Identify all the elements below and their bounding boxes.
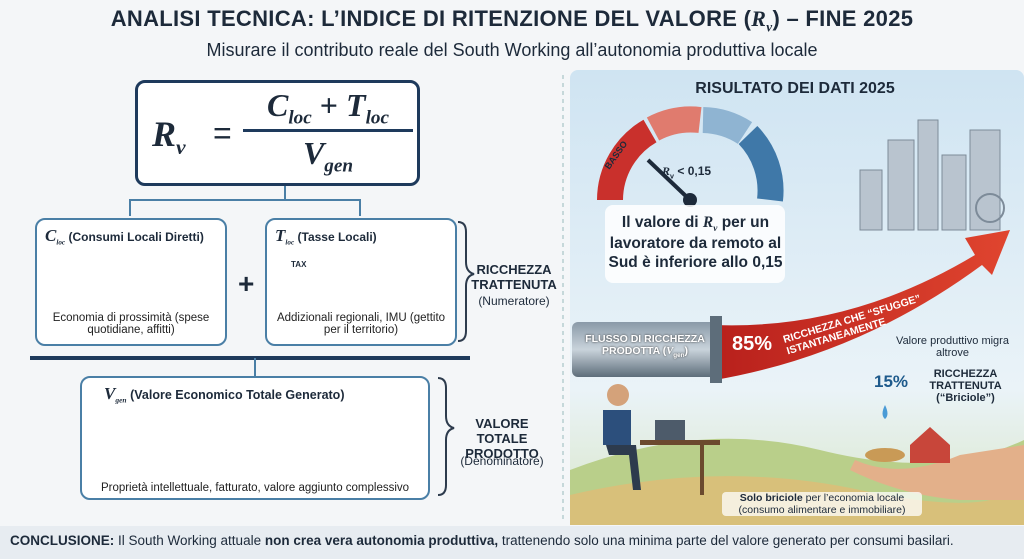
title-text: ) – FINE 2025 xyxy=(772,6,914,31)
formula-numerator: Cloc + Tloc xyxy=(243,87,413,133)
title-symbol-sub: v xyxy=(766,19,773,35)
crumbs-note: Solo briciole per l’economia locale (con… xyxy=(722,492,922,516)
symbol-sub: v xyxy=(670,171,675,181)
symbol-sub: gen xyxy=(673,352,685,360)
symbol: R xyxy=(702,214,714,231)
box-title: (Consumi Locali Diretti) xyxy=(68,230,204,244)
cloc-box: Cloc (Consumi Locali Diretti) Sold Econo… xyxy=(35,218,227,346)
conclusion-label: CONCLUSIONE: xyxy=(10,533,115,548)
formula-symbol: R xyxy=(152,114,177,154)
title-symbol: R xyxy=(751,6,767,31)
symbol: C xyxy=(45,226,57,245)
plus-sign: + xyxy=(238,268,255,299)
formula-sub: v xyxy=(176,135,186,160)
formula-sub: loc xyxy=(288,107,312,129)
crumbs-text: per l’economia locale (consumo alimentar… xyxy=(738,492,906,516)
symbol: T xyxy=(275,226,286,245)
formula-box: Rv = Cloc + Tloc Vgen xyxy=(135,80,420,186)
box-description: Economia di prossimità (spese quotidiane… xyxy=(52,312,210,336)
statement-text: per un lavoratore da remoto al Sud è inf… xyxy=(608,214,783,271)
symbol: V xyxy=(666,346,674,357)
formula-equals: = xyxy=(213,115,232,151)
crumbs-bold: Solo briciole xyxy=(739,492,803,504)
tloc-title: Tloc (Tasse Locali) xyxy=(275,226,377,246)
pipe-text: FLUSSO DI RICCHEZZA PRODOTTA ( xyxy=(585,333,705,357)
retained-label: RICCHEZZA TRATTENUTA (“Briciole”) xyxy=(929,368,1002,404)
formula-sub: gen xyxy=(324,155,354,177)
denominator-note: (Denominatore) xyxy=(460,454,544,468)
conclusion: CONCLUSIONE: Il South Working attuale no… xyxy=(10,533,1020,548)
denominator-label: VALORE TOTALE PRODOTTO xyxy=(465,416,539,461)
conclusion-text: Il South Working attuale xyxy=(114,533,265,548)
box-description: Proprietà intellettuale, fatturato, valo… xyxy=(100,482,410,494)
gauge-value: Rv < 0,15 xyxy=(662,164,711,180)
pipe-text: ) xyxy=(684,345,688,357)
vgen-box: Vgen (Valore Economico Totale Generato) … xyxy=(80,376,430,500)
title-text: ANALISI TECNICA: L’INDICE DI RITENZIONE … xyxy=(110,6,752,31)
box-description: Addizionali regionali, IMU (gettito per … xyxy=(276,312,446,336)
symbol: R xyxy=(662,164,671,178)
statement-text: Il valore di xyxy=(621,214,703,231)
vgen-title: Vgen (Valore Economico Totale Generato) xyxy=(104,384,344,405)
symbol-sub: loc xyxy=(285,238,295,247)
results-title: RISULTATO DEI DATI 2025 xyxy=(695,80,895,97)
pipe-label: FLUSSO DI RICCHEZZA PRODOTTA (Vgen) xyxy=(580,333,710,359)
formula-denominator: Vgen xyxy=(243,135,413,177)
formula-plus: + xyxy=(319,87,339,123)
formula-symbol: V xyxy=(302,135,325,171)
formula-sub: loc xyxy=(365,107,390,129)
tloc-box: Tloc (Tasse Locali) TAX Addizionali regi… xyxy=(265,218,457,346)
formula-symbol: C xyxy=(266,87,289,123)
symbol-sub: v xyxy=(713,224,718,235)
cloc-title: Cloc (Consumi Locali Diretti) xyxy=(45,226,204,246)
conclusion-bold: non crea vera autonomia produttiva, xyxy=(264,533,499,548)
conclusion-text: trattenendo solo una minima parte del va… xyxy=(498,533,954,548)
box-title: (Valore Economico Totale Generato) xyxy=(130,388,345,402)
symbol-sub: gen xyxy=(115,395,127,405)
box-title: (Tasse Locali) xyxy=(297,230,377,244)
numerator-note: (Numeratore) xyxy=(478,294,550,308)
numerator-label: RICCHEZZA TRATTENUTA xyxy=(471,262,557,292)
retained-percent: 15% xyxy=(874,372,909,391)
gauge-threshold: < 0,15 xyxy=(677,164,712,178)
results-statement: Il valore di Rv per un lavoratore da rem… xyxy=(608,214,783,272)
escape-percent: 85% xyxy=(732,333,773,355)
icon-label: TAX xyxy=(291,260,307,269)
formula-lhs: Rv xyxy=(152,113,186,160)
symbol-sub: loc xyxy=(56,238,66,247)
migrate-note: Valore produttivo migra altrove xyxy=(896,335,1009,359)
title: ANALISI TECNICA: L’INDICE DI RITENZIONE … xyxy=(0,6,1024,35)
symbol: V xyxy=(104,384,116,403)
formula-symbol: T xyxy=(346,87,366,123)
subtitle: Misurare il contributo reale del South W… xyxy=(206,40,818,60)
icon-label: Sold xyxy=(193,282,211,291)
